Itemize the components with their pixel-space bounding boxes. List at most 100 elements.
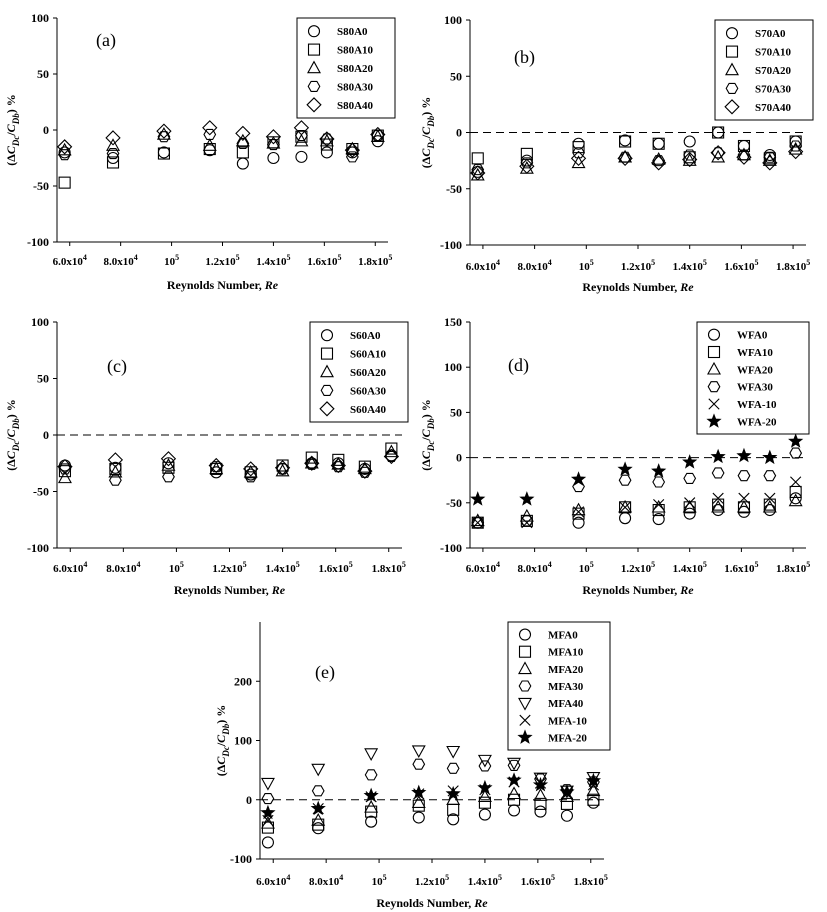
legend-box bbox=[714, 19, 814, 121]
x-tick-label: 1.6x105 bbox=[724, 560, 758, 575]
legend-marker-s60a20 bbox=[320, 364, 334, 378]
data-point-s70a30 bbox=[520, 157, 534, 169]
data-point-wfa20 bbox=[651, 499, 666, 513]
data-point-s60a40 bbox=[330, 457, 346, 474]
data-point-wfa10 bbox=[789, 485, 802, 499]
data-point-wfa-20 bbox=[710, 448, 726, 464]
data-point-mfa20 bbox=[311, 813, 326, 826]
panel-label: (c) bbox=[107, 356, 127, 377]
data-point-mfa20 bbox=[507, 786, 522, 800]
data-point-s70a30 bbox=[711, 147, 725, 159]
data-point-mfa20 bbox=[477, 789, 492, 803]
data-point-s80a0 bbox=[58, 146, 71, 159]
data-point-wfa10 bbox=[712, 498, 725, 511]
x-tick-label: 6.0x104 bbox=[466, 560, 500, 575]
y-tick-label: -100 bbox=[230, 852, 252, 866]
data-point-s80a40 bbox=[202, 120, 218, 136]
data-point-wfa30 bbox=[763, 470, 777, 482]
data-point-s70a10 bbox=[712, 126, 725, 139]
data-point-s70a10 bbox=[619, 135, 632, 148]
data-point-mfa10 bbox=[478, 796, 491, 809]
data-point-s80a10 bbox=[58, 176, 71, 189]
data-point-wfa30 bbox=[572, 480, 585, 493]
data-point-wfa-20 bbox=[519, 491, 535, 506]
data-point-s60a20 bbox=[161, 458, 176, 471]
data-point-s60a40 bbox=[304, 455, 320, 471]
x-tick-label: 1.6x105 bbox=[724, 258, 758, 273]
data-point-s70a40 bbox=[736, 149, 752, 165]
data-point-s60a10 bbox=[358, 460, 371, 473]
data-point-wfa-20 bbox=[570, 471, 587, 486]
data-point-s70a40 bbox=[570, 150, 587, 167]
legend-marker-s80a20 bbox=[307, 60, 321, 74]
data-point-s70a30 bbox=[471, 164, 485, 176]
data-point-wfa-10 bbox=[572, 506, 585, 518]
x-axis-label: Reynolds Number, Re bbox=[582, 280, 694, 294]
data-point-s60a40 bbox=[208, 457, 224, 474]
x-axis-label: Reynolds Number, Re bbox=[582, 583, 694, 597]
data-point-mfa30 bbox=[446, 762, 460, 774]
x-tick-label: 8.0x104 bbox=[106, 560, 140, 575]
data-point-mfa20 bbox=[260, 815, 275, 829]
data-point-s80a40 bbox=[344, 142, 361, 158]
data-point-s70a10 bbox=[789, 135, 802, 148]
data-point-s70a10 bbox=[737, 139, 751, 153]
data-point-wfa20 bbox=[711, 499, 726, 513]
y-tick-label: 100 bbox=[31, 11, 49, 25]
data-point-mfa30 bbox=[587, 776, 600, 788]
legend: S80A0 S80A10 S80A20 S80A30 S80A40 bbox=[296, 17, 396, 119]
y-axis-label: (ΔCDc/CDb) % bbox=[4, 94, 21, 165]
legend-label: MFA20 bbox=[548, 664, 584, 676]
data-point-s70a10 bbox=[572, 141, 585, 154]
data-point-s60a20 bbox=[57, 470, 72, 484]
data-point-s60a20 bbox=[108, 464, 123, 478]
data-point-mfa-20 bbox=[506, 772, 522, 787]
data-point-wfa-20 bbox=[736, 447, 752, 463]
data-point-wfa20 bbox=[571, 502, 586, 516]
y-tick-label: -100 bbox=[27, 541, 49, 555]
y-axis-label: (ΔCDc/CDb) % bbox=[214, 705, 231, 776]
legend: MFA0 MFA10 MFA20 MFA30 MFA40 MFA-10 MFA-20 bbox=[507, 621, 611, 751]
data-point-s70a0 bbox=[520, 154, 533, 167]
data-point-s80a40 bbox=[105, 130, 121, 146]
data-point-wfa30 bbox=[737, 470, 751, 482]
data-point-wfa-20 bbox=[788, 433, 804, 448]
data-point-s70a40 bbox=[651, 155, 667, 171]
legend-label: S70A20 bbox=[755, 65, 792, 77]
y-tick-label: -50 bbox=[33, 485, 49, 499]
x-tick-label: 105 bbox=[164, 253, 179, 268]
legend-label: MFA-10 bbox=[548, 715, 587, 727]
legend-label: S80A10 bbox=[337, 45, 374, 57]
data-point-mfa30 bbox=[364, 769, 378, 781]
data-point-s80a40 bbox=[265, 129, 282, 145]
y-tick-label: -100 bbox=[440, 238, 462, 252]
x-tick-label: 1.2x105 bbox=[415, 873, 449, 888]
legend-label: S80A40 bbox=[337, 100, 374, 112]
data-point-mfa-20 bbox=[477, 779, 493, 795]
chart-panel-d: 150 100 50 0 -50 -100 6.0x104 8.0x104 105 1.2x105… bbox=[419, 315, 810, 597]
data-point-wfa-10 bbox=[619, 501, 631, 513]
x-tick-label: 1.6x105 bbox=[319, 560, 353, 575]
data-point-s70a30 bbox=[652, 155, 666, 167]
legend-label: S70A0 bbox=[755, 28, 786, 40]
data-point-wfa-10 bbox=[764, 492, 776, 504]
data-point-wfa-20 bbox=[762, 449, 778, 465]
chart-panel-c: 100 50 0 -50 -100 6.0x104 8.0x104 105 1.2x105 1.4… bbox=[4, 315, 409, 597]
data-point-s60a40 bbox=[243, 461, 259, 477]
data-point-s80a0 bbox=[267, 151, 280, 165]
legend-marker-mfa40 bbox=[518, 697, 532, 711]
data-point-mfa10 bbox=[412, 799, 425, 812]
legend-label: MFA40 bbox=[548, 698, 584, 710]
x-tick-label: 1.4x105 bbox=[256, 253, 290, 268]
data-point-s80a30 bbox=[295, 130, 308, 142]
x-tick-label: 1.2x105 bbox=[212, 560, 246, 575]
data-point-mfa40 bbox=[311, 763, 326, 777]
data-point-s80a30 bbox=[345, 151, 359, 163]
data-point-mfa40 bbox=[586, 772, 601, 785]
data-point-wfa-10 bbox=[738, 492, 750, 504]
y-tick-label: -50 bbox=[446, 182, 462, 196]
y-axis-label: (ΔCDc/CDb) % bbox=[419, 97, 436, 168]
data-point-mfa10 bbox=[587, 793, 600, 806]
data-point-s60a40 bbox=[383, 448, 400, 465]
data-point-wfa0 bbox=[652, 513, 665, 526]
